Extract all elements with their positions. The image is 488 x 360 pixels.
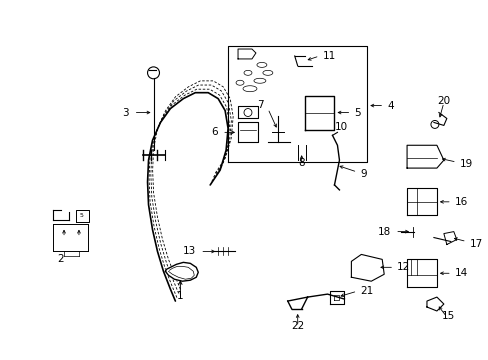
Text: 7: 7 [257,100,264,109]
Text: 8: 8 [298,158,305,168]
Ellipse shape [243,86,256,92]
Text: 21: 21 [360,286,373,296]
Ellipse shape [256,62,266,67]
Text: 9: 9 [360,169,366,179]
Text: 22: 22 [290,321,304,331]
Text: 10: 10 [334,122,347,132]
Text: 13: 13 [183,247,196,256]
Text: 3: 3 [122,108,128,117]
Ellipse shape [244,70,251,75]
Text: 14: 14 [454,268,467,278]
Text: 4: 4 [386,100,393,111]
Text: 2: 2 [58,255,64,264]
Ellipse shape [253,78,265,83]
Text: 20: 20 [436,96,449,105]
Ellipse shape [263,70,272,75]
Text: 15: 15 [441,311,454,321]
Text: 19: 19 [459,159,472,169]
Text: 17: 17 [469,239,482,248]
Ellipse shape [236,80,244,85]
Text: 11: 11 [322,51,335,61]
Text: 5: 5 [80,213,84,218]
Text: 1: 1 [177,291,183,301]
Text: 18: 18 [377,226,390,237]
Text: 6: 6 [211,127,218,138]
Text: 12: 12 [396,262,409,272]
Polygon shape [165,262,198,281]
Text: 16: 16 [454,197,467,207]
Text: 5: 5 [354,108,360,117]
